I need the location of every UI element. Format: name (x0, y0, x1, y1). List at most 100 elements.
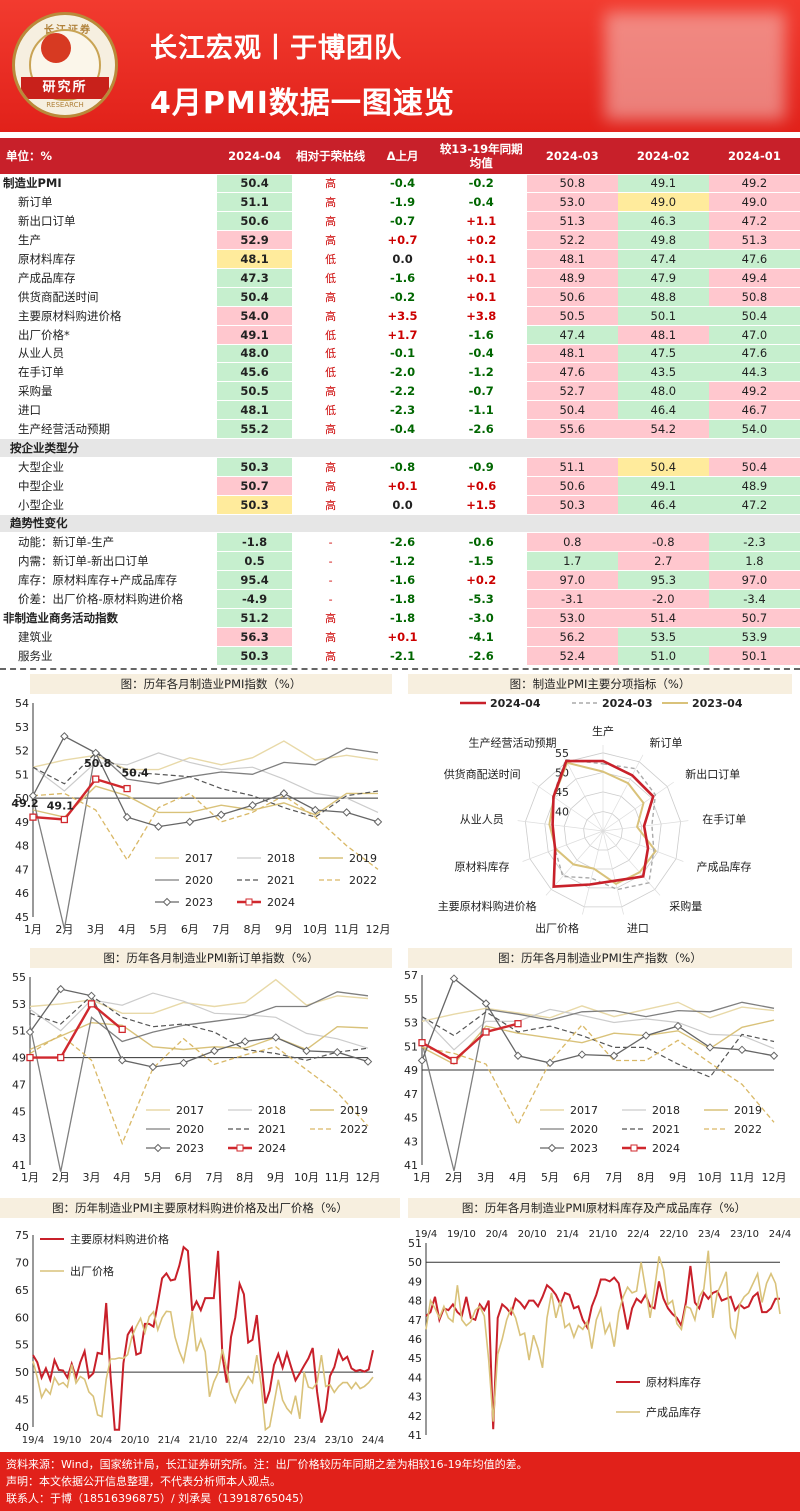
data-point (311, 805, 320, 815)
radar-spoke (517, 820, 604, 832)
data-point (57, 1053, 65, 1062)
value-2024-02: 49.1 (617, 476, 709, 496)
value-2024-01: 49.0 (708, 192, 800, 213)
value-2024-02: 47.5 (617, 344, 709, 364)
value-2024-01: 47.6 (708, 344, 800, 364)
legend-label: 2021 (267, 874, 295, 887)
x-tick-label: 5月 (541, 1171, 559, 1184)
radar-spoke (522, 830, 604, 862)
data-point (302, 1046, 311, 1056)
value-2024-01: 46.7 (708, 400, 800, 421)
table-row: 采购量 50.5 高 -2.2 -0.7 52.7 48.0 49.2 (0, 381, 800, 402)
y-tick-label: 65 (15, 1284, 29, 1297)
data-point (363, 1057, 373, 1066)
vs-hist-avg: -0.2 (435, 174, 527, 194)
radar-grid (524, 752, 682, 908)
y-tick-label: 52 (15, 745, 29, 758)
relative-to-50: 低 (291, 249, 370, 269)
data-point (737, 1045, 747, 1055)
value-2024-01: 50.7 (708, 608, 800, 628)
value-2024-01: 50.4 (708, 306, 800, 326)
radar-spoke (602, 820, 689, 832)
delta-prev-month: -0.2 (369, 287, 436, 307)
footer: 资料来源：Wind，国家统计局，长江证券研究所。注：出厂价格较历年同期之差为相较… (0, 1452, 800, 1511)
series-line-2017 (32, 740, 379, 771)
value-2024-01: 53.9 (708, 627, 800, 647)
x-tick-label: 1月 (21, 1171, 39, 1184)
series-line-2022 (29, 1033, 369, 1146)
data-point (154, 822, 163, 831)
vs-hist-avg: +0.1 (435, 268, 527, 288)
radar-axis-label: 新出口订单 (685, 767, 740, 781)
value-2024-03: 97.0 (526, 570, 618, 591)
y-tick-label: 55 (12, 971, 26, 984)
radar-series-2024-03 (551, 758, 657, 891)
value-2024-02: 47.4 (617, 249, 709, 269)
delta-prev-month: -1.8 (369, 589, 436, 609)
value-2024-04: 55.2 (217, 419, 292, 439)
data-label: 49.1 (47, 800, 74, 813)
legend-label: 2017 (570, 1104, 598, 1117)
table-row: 从业人员 48.0 低 -0.1 -0.4 48.1 47.5 47.6 (0, 344, 800, 364)
radar-axis-label: 进口 (627, 922, 649, 935)
x-tick-label: 9月 (275, 923, 293, 936)
legend-label: 2019 (734, 1104, 762, 1117)
row-label: 动能：新订单-生产 (0, 532, 218, 553)
data-point (216, 810, 226, 819)
relative-to-50: - (291, 532, 370, 553)
value-2024-01: -3.4 (708, 589, 800, 609)
value-2024-03: 48.9 (526, 268, 618, 288)
legend-label: 2021 (258, 1123, 286, 1136)
data-point (179, 1058, 188, 1068)
value-2024-03: 51.3 (526, 211, 618, 232)
y-tick-label: 47 (408, 1314, 422, 1327)
value-2024-02: 46.4 (617, 400, 709, 421)
logo-text-bottom: RESEARCH (46, 101, 84, 109)
vs-hist-avg: -1.2 (435, 362, 527, 383)
x-tick-label: 12月 (762, 1171, 787, 1184)
delta-prev-month: -1.6 (369, 570, 436, 591)
x-tick-label: 19/4 (22, 1435, 44, 1446)
relative-to-50: 高 (291, 306, 370, 326)
x-tick-label: 21/4 (158, 1435, 180, 1446)
value-2024-02: 46.4 (617, 495, 709, 515)
row-label: 制造业PMI (0, 174, 218, 194)
value-2024-01: 1.8 (708, 551, 800, 572)
vs-hist-avg: -3.0 (435, 608, 527, 628)
radar-spoke (602, 754, 644, 832)
table-header-row: 单位：% 2024-04 相对于荣枯线 Δ上月 较13-19年同期均值 2024… (0, 138, 800, 175)
value-2024-04: 47.3 (217, 268, 292, 288)
x-tick-label: 20/4 (486, 1229, 508, 1240)
relative-to-50: 高 (291, 381, 370, 402)
y-tick-label: 44 (408, 1371, 422, 1384)
delta-prev-month: -0.4 (369, 419, 436, 439)
series-line-2018 (29, 992, 369, 1049)
series-line-2023 (421, 977, 775, 1064)
value-2024-02: 49.0 (617, 192, 709, 213)
y-tick-label: 41 (12, 1159, 26, 1172)
x-tick-label: 2月 (55, 923, 73, 936)
legend-marker (245, 898, 253, 906)
section-label: 趋势性变化 (0, 514, 800, 534)
value-2024-04: 50.3 (217, 646, 292, 666)
table-row: 新订单 51.1 高 -1.9 -0.4 53.0 49.0 49.0 (0, 192, 800, 213)
relative-to-50: 高 (291, 192, 370, 213)
radar-spoke (582, 830, 604, 915)
table-row: 价差：出厂价格-原材料购进价格 -4.9- -1.8 -5.3 -3.1 -2.0 -3.4 (0, 589, 800, 609)
legend-marker (153, 1143, 163, 1153)
delta-prev-month: +1.7 (369, 325, 436, 345)
value-2024-04: 51.1 (217, 192, 292, 213)
data-point (514, 1020, 522, 1028)
data-label: 49.2 (11, 797, 38, 810)
delta-prev-month: -1.8 (369, 608, 436, 628)
x-tick-label: 20/10 (518, 1229, 547, 1240)
x-tick-label: 21/4 (556, 1229, 578, 1240)
relative-to-50: 高 (291, 608, 370, 628)
data-label: 50.4 (122, 767, 149, 780)
data-point (91, 748, 100, 758)
legend-label: 2022 (734, 1123, 762, 1136)
relative-to-50: 高 (291, 495, 370, 515)
vs-hist-avg: -4.1 (435, 627, 527, 647)
y-tick-label: 51 (404, 1040, 418, 1053)
value-2024-04: 95.4 (217, 570, 292, 591)
